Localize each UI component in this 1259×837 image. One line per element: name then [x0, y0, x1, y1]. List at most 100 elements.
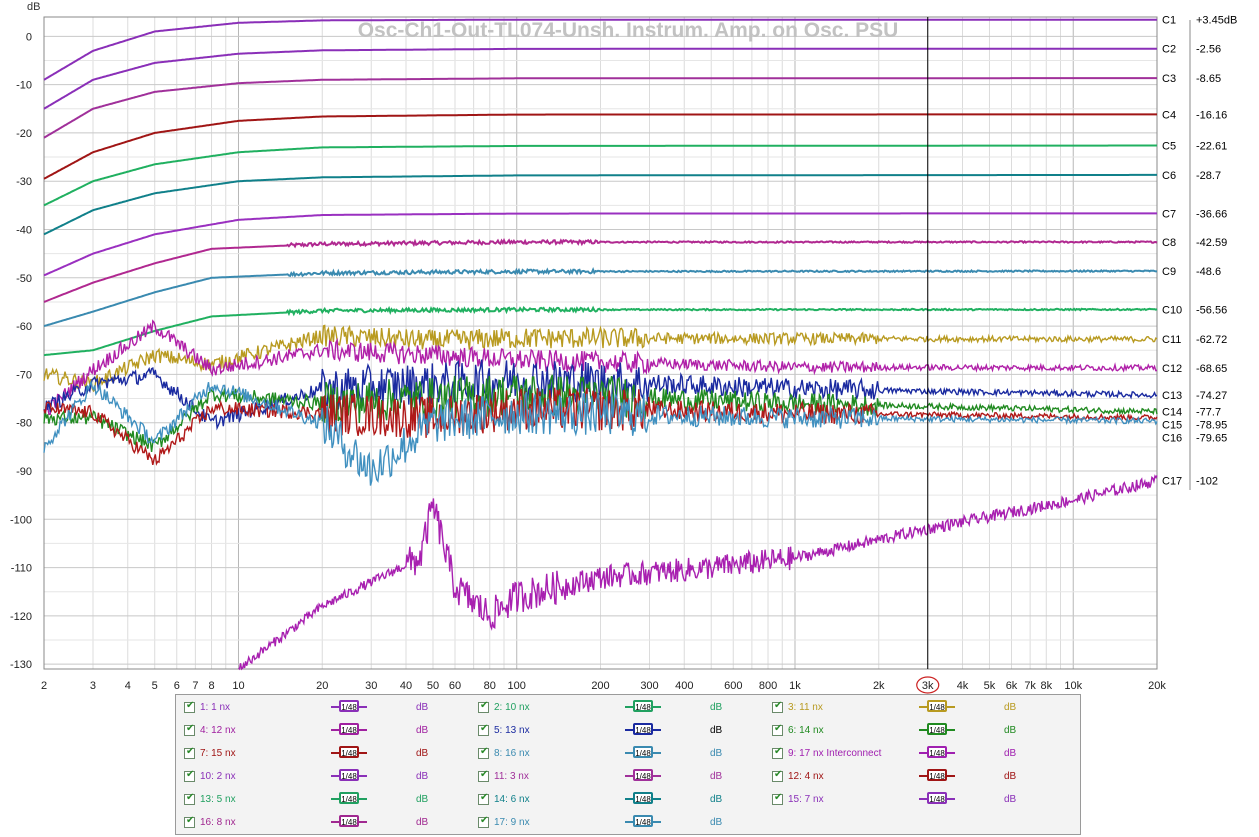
- legend-item[interactable]: 13: 5 nx 1/48 dB: [184, 791, 474, 811]
- legend-item[interactable]: 15: 7 nx 1/48 dB: [772, 791, 1062, 811]
- x-tick-label: 3k: [922, 680, 934, 692]
- series-name-label: C9: [1162, 266, 1176, 278]
- chart: 2 3 4 5 6 7 8 10 20 30 40 50 60 80 100 200 300 400 600 800 1…: [10, 1, 1237, 694]
- smoothing-label: 1/48: [633, 746, 653, 758]
- smoothing-label: 1/48: [339, 723, 359, 735]
- y-tick-label: -50: [16, 273, 32, 285]
- series-readout-value: -56.56: [1196, 304, 1227, 316]
- series-readout-value: -16.16: [1196, 109, 1227, 121]
- legend-checkbox[interactable]: [772, 792, 783, 805]
- legend-item[interactable]: 11: 3 nx 1/48 dB: [478, 768, 768, 788]
- legend-checkbox[interactable]: [772, 723, 783, 736]
- legend-label: 2: 10 nx: [494, 702, 530, 713]
- series-line-C7: [43, 212, 1157, 277]
- legend-label: 11: 3 nx: [494, 771, 529, 782]
- legend-item[interactable]: 7: 15 nx 1/48 dB: [184, 745, 474, 765]
- legend-checkbox[interactable]: [184, 723, 195, 736]
- legend-checkbox[interactable]: [184, 769, 195, 782]
- smoothing-button[interactable]: 1/48: [919, 769, 955, 783]
- series-readout-value: -36.66: [1196, 208, 1227, 220]
- legend-label: 7: 15 nx: [200, 748, 236, 759]
- legend-checkbox[interactable]: [478, 723, 489, 736]
- legend-label: 1: 1 nx: [200, 702, 231, 713]
- smoothing-label: 1/48: [927, 723, 947, 735]
- y-tick-label: -130: [10, 659, 32, 671]
- legend-label: 6: 14 nx: [788, 725, 824, 736]
- smoothing-button[interactable]: 1/48: [331, 746, 367, 760]
- series-name-label: C11: [1162, 334, 1181, 346]
- legend-item[interactable]: 16: 8 nx 1/48 dB: [184, 814, 474, 834]
- smoothing-button[interactable]: 1/48: [919, 746, 955, 760]
- legend-item[interactable]: 4: 12 nx 1/48 dB: [184, 722, 474, 742]
- legend-unit: dB: [1004, 794, 1017, 805]
- legend-item[interactable]: 8: 16 nx 1/48 dB: [478, 745, 768, 765]
- series-readout-value: -74.27: [1196, 390, 1227, 402]
- x-tick-label: 5: [152, 680, 158, 692]
- legend-item[interactable]: 10: 2 nx 1/48 dB: [184, 768, 474, 788]
- smoothing-button[interactable]: 1/48: [331, 700, 367, 714]
- smoothing-button[interactable]: 1/48: [625, 792, 661, 806]
- legend-checkbox[interactable]: [478, 792, 489, 805]
- series-lines: [43, 18, 1158, 671]
- legend-checkbox[interactable]: [478, 746, 489, 759]
- legend-checkbox[interactable]: [184, 815, 195, 828]
- legend-item[interactable]: 3: 11 nx 1/48 dB: [772, 699, 1062, 719]
- legend-unit: dB: [416, 725, 429, 736]
- series-line-C8: [43, 237, 1158, 303]
- series-name-label: C4: [1162, 109, 1176, 121]
- cursor-marker[interactable]: [916, 676, 940, 694]
- series-readout-value: -102: [1196, 476, 1218, 488]
- legend-checkbox[interactable]: [772, 769, 783, 782]
- legend-checkbox[interactable]: [184, 700, 195, 713]
- x-tick-label: 400: [675, 680, 693, 692]
- x-tick-label: 600: [724, 680, 742, 692]
- smoothing-button[interactable]: 1/48: [625, 815, 661, 829]
- smoothing-button[interactable]: 1/48: [331, 792, 367, 806]
- smoothing-button[interactable]: 1/48: [625, 700, 661, 714]
- legend-item[interactable]: 5: 13 nx 1/48 dB: [478, 722, 768, 742]
- legend-item[interactable]: 12: 4 nx 1/48 dB: [772, 768, 1062, 788]
- series-line-C17: [238, 474, 1158, 671]
- legend-unit: dB: [710, 702, 723, 713]
- legend-checkbox[interactable]: [478, 769, 489, 782]
- legend-unit: dB: [710, 794, 723, 805]
- legend-item[interactable]: 6: 14 nx 1/48 dB: [772, 722, 1062, 742]
- legend-checkbox[interactable]: [772, 746, 783, 759]
- legend-item[interactable]: 17: 9 nx 1/48 dB: [478, 814, 768, 834]
- legend-checkbox[interactable]: [184, 746, 195, 759]
- series-readout-value: -22.61: [1196, 141, 1227, 153]
- smoothing-button[interactable]: 1/48: [625, 769, 661, 783]
- y-tick-label: -80: [16, 418, 32, 430]
- smoothing-button[interactable]: 1/48: [919, 700, 955, 714]
- series-line-C16: [43, 380, 1158, 486]
- series-line-C1: [43, 18, 1157, 81]
- legend-item[interactable]: 1: 1 nx 1/48 dB: [184, 699, 474, 719]
- x-tick-label: 300: [640, 680, 658, 692]
- smoothing-button[interactable]: 1/48: [919, 792, 955, 806]
- legend-item[interactable]: 2: 10 nx 1/48 dB: [478, 699, 768, 719]
- smoothing-button[interactable]: 1/48: [919, 723, 955, 737]
- legend-checkbox[interactable]: [772, 700, 783, 713]
- smoothing-button[interactable]: 1/48: [625, 723, 661, 737]
- legend-checkbox[interactable]: [478, 700, 489, 713]
- smoothing-label: 1/48: [633, 769, 653, 781]
- series-readouts: C1 +3.45dB C2 -2.56 C3 -8.65 C4 -16.16 C5 -22.61 C…: [1162, 15, 1237, 488]
- legend-checkbox[interactable]: [478, 815, 489, 828]
- smoothing-button[interactable]: 1/48: [331, 815, 367, 829]
- smoothing-button[interactable]: 1/48: [331, 769, 367, 783]
- chart-title: Osc-Ch1-Out-TL074-Unsh. Instrum. Amp. on…: [358, 19, 899, 42]
- smoothing-button[interactable]: 1/48: [331, 723, 367, 737]
- series-name-label: C2: [1162, 44, 1176, 56]
- y-tick-label: -100: [10, 514, 32, 526]
- series-name-label: C16: [1162, 433, 1182, 445]
- legend-checkbox[interactable]: [184, 792, 195, 805]
- smoothing-button[interactable]: 1/48: [625, 746, 661, 760]
- legend-item[interactable]: 9: 17 nx Interconnect 1/48 dB: [772, 745, 1062, 765]
- legend-label: 13: 5 nx: [200, 794, 236, 805]
- x-tick-label: 8k: [1040, 680, 1052, 692]
- legend-item[interactable]: 14: 6 nx 1/48 dB: [478, 791, 768, 811]
- legend-unit: dB: [1004, 702, 1017, 713]
- legend-label: 17: 9 nx: [494, 817, 530, 828]
- y-tick-label: -30: [16, 176, 32, 188]
- smoothing-label: 1/48: [339, 792, 359, 804]
